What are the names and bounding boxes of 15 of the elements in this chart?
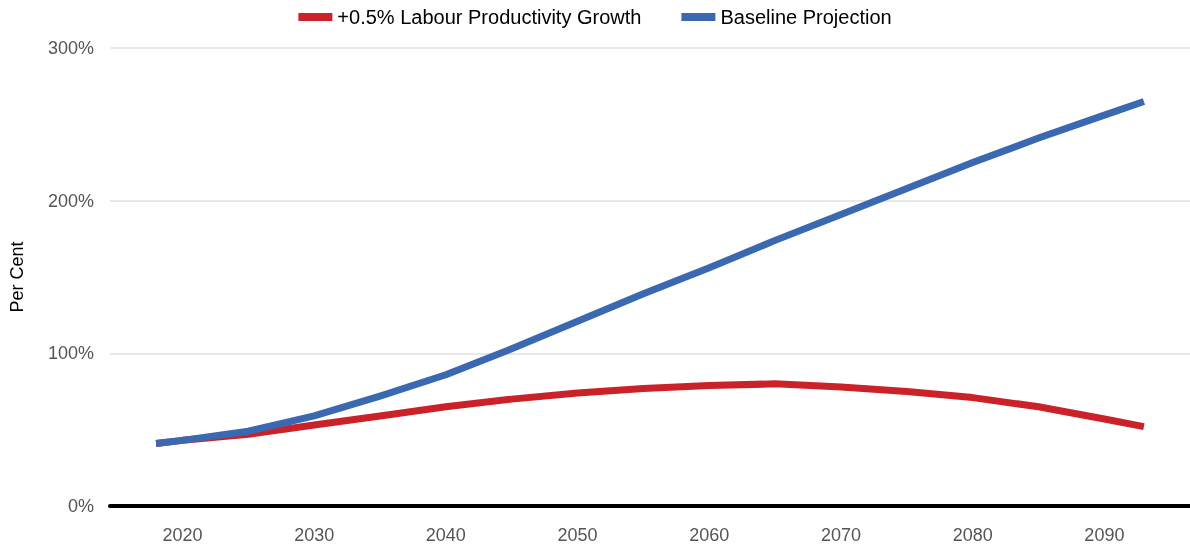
y-tick-label: 200%	[47, 190, 94, 211]
x-tick-label: 2020	[162, 525, 203, 545]
x-tick-label: 2030	[294, 525, 335, 545]
x-tick-label: 2060	[689, 525, 730, 545]
x-tick-label: 2070	[820, 525, 861, 545]
y-tick-label: 300%	[47, 38, 94, 58]
x-tick-label: 2050	[557, 525, 598, 545]
x-tick-label: 2090	[1084, 525, 1125, 545]
legend-label: +0.5% Labour Productivity Growth	[337, 6, 642, 28]
x-tick-label: 2080	[952, 525, 993, 545]
y-tick-label: 0%	[67, 496, 94, 516]
y-tick-label: 100%	[47, 343, 94, 364]
legend-label: Baseline Projection	[720, 6, 892, 28]
x-tick-label: 2040	[425, 525, 466, 545]
y-axis-title: Per Cent	[7, 241, 27, 313]
